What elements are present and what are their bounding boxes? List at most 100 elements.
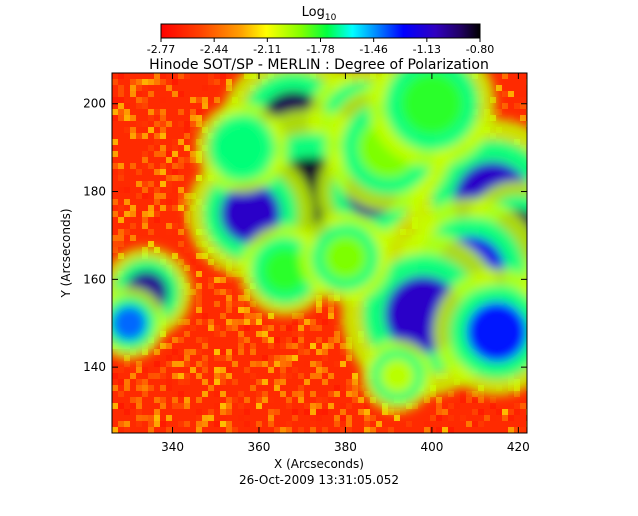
colorbar-tick-label: -1.46 <box>359 43 387 56</box>
heatmap-cell <box>178 217 184 223</box>
heatmap-cell <box>292 331 298 337</box>
heatmap-cell <box>490 397 496 403</box>
heatmap-cell <box>178 163 184 169</box>
heatmap-cell <box>184 265 190 271</box>
heatmap-cell <box>184 223 190 229</box>
heatmap-cell <box>496 85 502 91</box>
heatmap-cell <box>178 259 184 265</box>
heatmap-cell <box>118 91 124 97</box>
heatmap-cell <box>166 403 172 409</box>
heatmap-cell <box>382 427 388 433</box>
heatmap-cell <box>166 427 172 433</box>
y-tick-label: 200 <box>83 97 106 111</box>
heatmap-cell <box>316 325 322 331</box>
heatmap-cell <box>220 367 226 373</box>
colorbar-tick-label: -2.44 <box>200 43 228 56</box>
heatmap-cell <box>178 205 184 211</box>
heatmap-cell <box>346 349 352 355</box>
heatmap-cell <box>154 361 160 367</box>
heatmap-cell <box>190 127 196 133</box>
heatmap-cell <box>220 379 226 385</box>
heatmap-cell <box>256 313 262 319</box>
heatmap-cell <box>160 73 166 79</box>
heatmap-cell <box>514 409 520 415</box>
heatmap-cell <box>148 427 154 433</box>
heatmap-cell <box>184 403 190 409</box>
heatmap-cell <box>274 361 280 367</box>
heatmap-cell <box>178 361 184 367</box>
heatmap-cell <box>520 97 526 103</box>
heatmap-cell <box>268 343 274 349</box>
heatmap-cell <box>346 415 352 421</box>
heatmap-cell <box>442 409 448 415</box>
colorbar-tick-label: -1.78 <box>306 43 334 56</box>
heatmap-cell <box>124 361 130 367</box>
heatmap-cell <box>148 127 154 133</box>
heatmap-cell <box>286 361 292 367</box>
heatmap-cell <box>178 421 184 427</box>
heatmap-cell <box>178 175 184 181</box>
heatmap-cell <box>520 427 526 433</box>
heatmap-cell <box>160 367 166 373</box>
heatmap-cell <box>190 121 196 127</box>
heatmap-cell <box>208 319 214 325</box>
heatmap-cell <box>154 109 160 115</box>
heatmap-cell <box>118 85 124 91</box>
heatmap-cell <box>166 181 172 187</box>
heatmap-cell <box>262 397 268 403</box>
heatmap-cell <box>478 397 484 403</box>
heatmap-cell <box>172 139 178 145</box>
heatmap-cell <box>244 397 250 403</box>
heatmap-cell <box>196 265 202 271</box>
heatmap-cell <box>154 217 160 223</box>
heatmap-cell <box>148 181 154 187</box>
heatmap-cell <box>196 97 202 103</box>
heatmap-cell <box>316 313 322 319</box>
heatmap-cell <box>268 337 274 343</box>
x-tick-label: 360 <box>248 440 271 454</box>
heatmap-cell <box>130 223 136 229</box>
heatmap-cell <box>280 337 286 343</box>
heatmap-cell <box>328 373 334 379</box>
heatmap-cell <box>280 391 286 397</box>
heatmap-cell <box>130 133 136 139</box>
heatmap-cell <box>178 73 184 79</box>
heatmap-cell <box>286 325 292 331</box>
heatmap-cell <box>196 397 202 403</box>
heatmap-cell <box>244 337 250 343</box>
heatmap-cell <box>154 139 160 145</box>
heatmap-cell <box>286 337 292 343</box>
heatmap-cell <box>238 403 244 409</box>
heatmap-cell <box>316 361 322 367</box>
heatmap-cell <box>322 343 328 349</box>
heatmap-cell <box>226 421 232 427</box>
heatmap-cell <box>310 421 316 427</box>
heatmap-cell <box>160 385 166 391</box>
heatmap-cell <box>160 127 166 133</box>
heatmap-cell <box>184 157 190 163</box>
heatmap-cell <box>136 91 142 97</box>
heatmap-cell <box>502 415 508 421</box>
heatmap-cell <box>256 391 262 397</box>
heatmap-cell <box>196 307 202 313</box>
heatmap-cell <box>316 301 322 307</box>
heatmap-cell <box>160 169 166 175</box>
y-tick-label: 180 <box>83 185 106 199</box>
heatmap-cell <box>334 385 340 391</box>
heatmap-cell <box>226 271 232 277</box>
heatmap-cell <box>196 283 202 289</box>
heatmap-cell <box>118 235 124 241</box>
heatmap-cell <box>136 409 142 415</box>
heatmap-cell <box>112 235 118 241</box>
heatmap-cell <box>442 421 448 427</box>
heatmap-cell <box>172 79 178 85</box>
heatmap-cell <box>118 229 124 235</box>
heatmap-cell <box>232 325 238 331</box>
heatmap-cell <box>202 103 208 109</box>
heatmap-cell <box>436 427 442 433</box>
heatmap-cell <box>286 421 292 427</box>
heatmap-cell <box>316 307 322 313</box>
heatmap-cell <box>340 409 346 415</box>
heatmap-cell <box>202 391 208 397</box>
